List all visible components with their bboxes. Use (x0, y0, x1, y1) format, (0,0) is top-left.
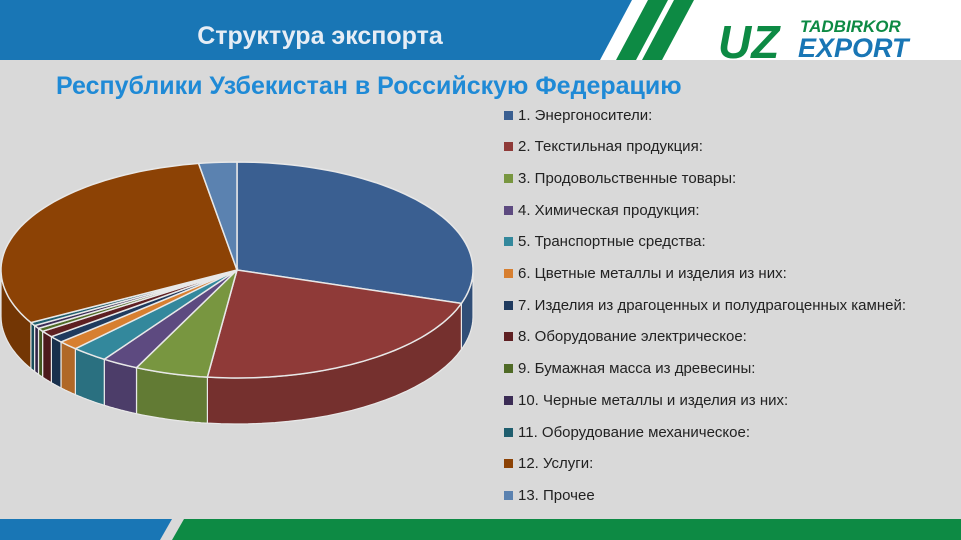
pie-slice-side-8 (41, 330, 53, 384)
page-title: Структура экспорта (197, 22, 443, 50)
chart-subtitle: Республики Узбекистан в Российскую Федер… (56, 72, 682, 100)
legend-item: 10. Черные металлы и изделия из них: (504, 389, 788, 411)
svg-text:TADBIRKOR: TADBIRKOR (800, 17, 901, 36)
pie-slice-2 (206, 269, 463, 379)
legend-item: 13. Прочее (504, 484, 595, 506)
legend-label: 11. Оборудование механическое: (518, 423, 750, 441)
legend-item: 3. Продовольственные товары: (504, 167, 736, 189)
legend-swatch (504, 173, 513, 183)
uz-export-logo: UZ TADBIRKOR EXPORT (718, 16, 911, 64)
header-bar: Структура экспорта (0, 0, 961, 60)
legend-swatch (504, 427, 513, 437)
pie-slice-side-7 (50, 335, 62, 389)
pie-slice-side-6 (60, 340, 77, 396)
legend-swatch (504, 395, 513, 405)
pie-slice-13 (197, 161, 238, 271)
legend-label: 5. Транспортные средства: (518, 233, 706, 251)
legend-item: 2. Текстильная продукция: (504, 136, 703, 158)
legend-label: 7. Изделия из драгоценных и полудрагоцен… (518, 296, 907, 314)
legend-label: 8. Оборудование электрическое: (518, 328, 747, 346)
legend-swatch (504, 142, 513, 152)
pie-slice-12 (0, 162, 238, 324)
legend-item: 7. Изделия из драгоценных и полудрагоцен… (504, 294, 906, 316)
pie-slice-1 (236, 161, 474, 305)
footer-bar (0, 519, 961, 540)
legend-item: 4. Химическая продукция: (504, 199, 700, 221)
legend-label: 6. Цветные металлы и изделия из них: (518, 265, 787, 282)
svg-text:UZ: UZ (718, 16, 781, 64)
legend-swatch (504, 364, 513, 374)
header-stripes (0, 0, 694, 60)
legend-swatch (504, 205, 513, 215)
pie-slice-side-4 (103, 358, 138, 415)
svg-text:EXPORT: EXPORT (798, 33, 911, 63)
pie-slice-3 (134, 267, 239, 378)
legend-item: 11. Оборудование механическое: (504, 421, 750, 443)
legend-item: 6. Цветные металлы и изделия из них: (504, 263, 787, 285)
legend-item: 8. Оборудование электрическое: (504, 326, 747, 348)
legend-label: 9. Бумажная масса из древесины: (518, 360, 756, 378)
legend-label: 10. Черные металлы и изделия из них: (518, 391, 789, 409)
legend-item: 5. Транспортные средства: (504, 231, 706, 253)
legend-label: 2. Текстильная продукция: (518, 138, 703, 156)
legend-label: 12. Услуги: (518, 455, 594, 473)
legend-item: 9. Бумажная масса из древесины: (504, 358, 755, 380)
legend-swatch (504, 332, 513, 342)
legend-label: 13. Прочее (518, 486, 595, 504)
pie-chart (0, 161, 474, 425)
legend-label: 4. Химическая продукция: (518, 201, 700, 219)
legend-swatch (504, 459, 513, 469)
legend-swatch (504, 269, 513, 278)
legend-item: 1. Энергоносители: (504, 104, 652, 126)
legend-item: 12. Услуги: (504, 453, 593, 475)
legend-label: 3. Продовольственные товары: (518, 169, 737, 187)
legend-swatch (504, 490, 513, 500)
pie-slice-side-9 (37, 326, 44, 378)
legend-swatch (504, 237, 513, 247)
legend-swatch (504, 110, 513, 120)
legend-label: 1. Энергоносители: (518, 106, 653, 124)
pie-slice-4 (102, 269, 238, 369)
legend-swatch (504, 300, 513, 310)
